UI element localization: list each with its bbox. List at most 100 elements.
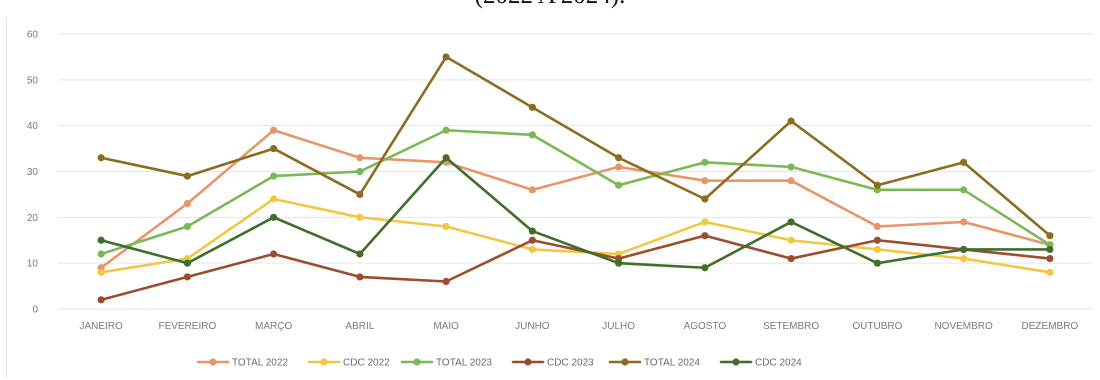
data-point [356, 250, 364, 258]
series-group [97, 154, 1054, 272]
y-axis-ticks: 0 10 20 30 40 50 60 [27, 30, 39, 316]
x-tick-label: ABRIL [345, 321, 374, 332]
data-point [701, 158, 709, 166]
legend-swatch-marker [732, 358, 740, 366]
legend-item: CDC 2023 [511, 358, 594, 369]
data-point [183, 172, 191, 180]
data-point [97, 250, 105, 258]
series-lines [97, 53, 1054, 304]
data-point [528, 103, 536, 111]
series-line [99, 128, 1052, 270]
x-tick-label: JANEIRO [79, 321, 123, 332]
x-tick-label: DEZEMBRO [1022, 321, 1079, 332]
series-line [99, 197, 1052, 274]
legend: TOTAL 2022 CDC 2022 TOTAL 2023 CDC 2023 TOTA… [196, 358, 802, 369]
data-point [528, 186, 536, 194]
legend-label: TOTAL 2023 [436, 358, 492, 369]
y-tick-label: 40 [27, 121, 39, 132]
x-tick-label: JUNHO [515, 321, 550, 332]
legend-label: TOTAL 2022 [232, 358, 288, 369]
x-axis-ticks: JANEIRO FEVEREIRO MARÇO ABRIL MAIO JUNHO JULHO… [79, 321, 1078, 332]
legend-item: CDC 2024 [719, 358, 802, 369]
series-group [97, 232, 1054, 304]
data-point [960, 218, 968, 226]
legend-item: TOTAL 2022 [196, 358, 288, 369]
legend-swatch-marker [320, 358, 328, 366]
data-point [615, 259, 623, 267]
legend-label: CDC 2024 [755, 358, 802, 369]
x-tick-label: JULHO [602, 321, 635, 332]
data-point [528, 236, 536, 244]
data-point [270, 195, 278, 203]
data-point [960, 245, 968, 254]
y-tick-label: 10 [27, 259, 39, 270]
data-point [701, 232, 709, 240]
data-point [787, 117, 795, 125]
gridlines [58, 33, 1093, 310]
data-point [442, 222, 450, 231]
data-point [1046, 245, 1054, 254]
data-point [960, 186, 968, 194]
data-point [442, 154, 450, 162]
data-point [787, 177, 795, 185]
data-point [183, 199, 191, 208]
data-point [356, 273, 364, 281]
data-point [97, 236, 105, 244]
legend-item: CDC 2022 [307, 358, 390, 369]
data-point [356, 167, 364, 176]
legend-label: CDC 2023 [547, 358, 594, 369]
data-point [356, 190, 364, 199]
data-point [270, 172, 278, 180]
x-tick-label: NOVEMBRO [934, 321, 993, 332]
legend-item: TOTAL 2023 [400, 358, 492, 369]
series-group [97, 126, 1054, 272]
data-point [873, 222, 881, 231]
data-point [701, 264, 709, 272]
data-point [701, 177, 709, 185]
data-point [787, 218, 795, 226]
data-point [270, 144, 278, 153]
series-line [99, 55, 1052, 237]
legend-swatch-marker [413, 358, 421, 366]
y-tick-label: 60 [27, 30, 39, 41]
series-line [99, 128, 1052, 256]
legend-item: TOTAL 2024 [608, 358, 700, 369]
data-point [873, 259, 881, 267]
x-tick-label: FEVEREIRO [158, 321, 216, 332]
series-line [99, 234, 1052, 302]
series-group [97, 126, 1054, 258]
data-point [270, 126, 278, 134]
data-point [615, 181, 623, 189]
series-line [99, 156, 1052, 270]
data-point [528, 227, 536, 235]
x-tick-label: AGOSTO [684, 321, 727, 332]
data-point [183, 222, 191, 231]
chart-frame [6, 18, 1096, 378]
data-point [183, 273, 191, 281]
data-point [528, 245, 536, 254]
y-tick-label: 30 [27, 167, 39, 178]
data-point [183, 259, 191, 267]
data-point [873, 245, 881, 254]
data-point [442, 53, 450, 61]
data-point [1046, 268, 1054, 276]
data-point [787, 254, 795, 263]
legend-label: TOTAL 2024 [644, 358, 700, 369]
data-point [873, 236, 881, 244]
data-point [528, 131, 536, 139]
x-tick-label: MAIO [433, 321, 459, 332]
data-point [356, 213, 364, 221]
data-point [356, 154, 364, 162]
data-point [97, 268, 105, 276]
data-point [1046, 232, 1054, 240]
legend-label: CDC 2022 [343, 358, 390, 369]
y-tick-label: 50 [27, 75, 39, 86]
data-point [787, 236, 795, 244]
data-point [960, 158, 968, 166]
series-group [97, 53, 1054, 240]
data-point [701, 195, 709, 203]
chart-title: (2022 A 2024). [0, 0, 1100, 10]
data-point [960, 254, 968, 263]
y-tick-label: 0 [32, 305, 38, 316]
